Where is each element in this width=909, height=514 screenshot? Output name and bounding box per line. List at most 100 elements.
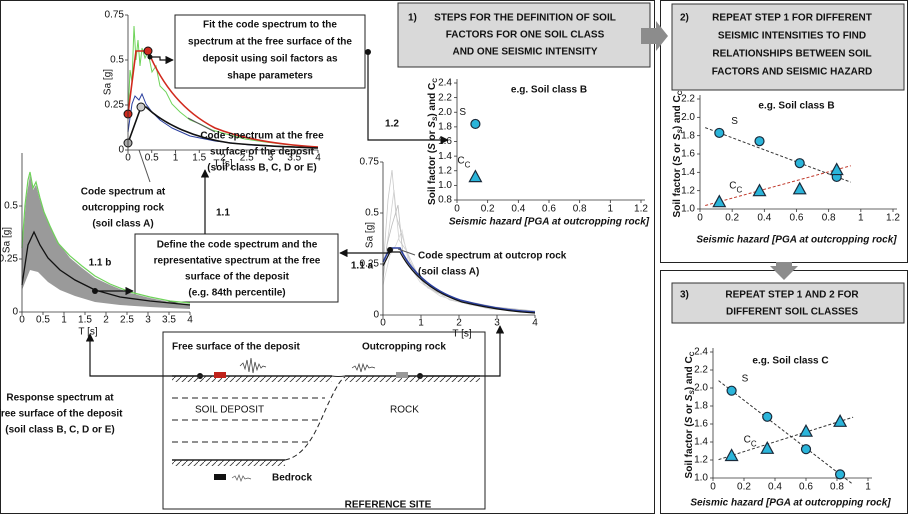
x-tick-label: 0.8 [830, 482, 844, 493]
y-tick-label: 0.75 [105, 10, 125, 21]
x-tick-label: 1 [61, 315, 67, 326]
x-tick-label: 0.6 [799, 482, 813, 493]
step-title: FACTORS FOR ONE SOIL CLASS [446, 30, 605, 41]
y-tick-label: 0.25 [360, 259, 380, 270]
x-tick-label: 4 [315, 153, 321, 164]
x-tick-label: 0.5 [145, 153, 159, 164]
series-label: S [731, 116, 738, 127]
point [836, 470, 845, 479]
x-tick-label: 3 [145, 315, 151, 326]
x-tick-label: 2.5 [240, 153, 254, 164]
y-tick-label: 1.2 [694, 455, 708, 466]
box-text: representative spectrum at the free [154, 256, 321, 267]
step-title: REPEAT STEP 1 FOR DIFFERENT [712, 13, 872, 24]
arrow-label: 1.2 [385, 119, 399, 130]
x-axis-label: Seismic hazard [PGA at outcropping rock] [449, 217, 650, 228]
series-name: S [742, 373, 749, 384]
y-tick-label: 1.4 [681, 167, 695, 178]
series-name-sub: C [737, 185, 743, 194]
box-text: (e.g. 84th percentile) [188, 288, 285, 299]
y-axis-label-part: or [427, 128, 438, 144]
y-axis-label-part: or [684, 401, 695, 417]
arrow [90, 334, 200, 376]
trend-line [719, 381, 854, 485]
arrow [150, 57, 173, 60]
trend-line [705, 128, 851, 183]
annotation: Response spectrum at [6, 393, 114, 404]
y-tick-label: 1.2 [438, 165, 452, 176]
figure: 1)STEPS FOR THE DEFINITION OF SOILFACTOR… [0, 0, 909, 514]
trend-line [705, 166, 851, 206]
y-tick-label: 2.4 [438, 78, 452, 89]
x-tick-label: 0.2 [481, 204, 495, 215]
y-tick-label: 0 [118, 145, 124, 156]
y-tick-label: 0.25 [105, 100, 125, 111]
step-number: 1) [408, 13, 417, 24]
point [831, 164, 843, 175]
step-title: REPEAT STEP 1 AND 2 FOR [725, 290, 859, 301]
connector-dot [365, 49, 371, 55]
x-tick-label: 0.8 [822, 213, 836, 224]
y-axis-label-part: or [672, 140, 683, 156]
step-title: FACTORS AND SEISMIC HAZARD [712, 67, 873, 78]
box-text: surface of the deposit [185, 272, 290, 283]
x-tick-label: 0.6 [542, 204, 556, 215]
x-tick-label: 2 [103, 315, 109, 326]
spectrum-curve [383, 170, 535, 312]
y-axis-label-part: ) and C [427, 83, 438, 117]
y-axis-label-part: C [689, 351, 696, 356]
y-tick-label: 1.6 [681, 149, 695, 160]
x-tick-label: 2 [456, 318, 462, 329]
x-axis-label: T [s] [452, 329, 471, 340]
point [795, 159, 804, 168]
series-name: S [731, 116, 738, 127]
step-title: DIFFERENT SOIL CLASSES [726, 307, 858, 318]
x-tick-label: 1 [173, 153, 179, 164]
x-tick-label: 0 [19, 315, 25, 326]
station [214, 474, 226, 480]
arrow-label: 1.1 b [89, 258, 112, 269]
page: {"steps": [ {"number": "1)", "lines": ["… [0, 0, 909, 514]
series-name: C [729, 180, 736, 191]
y-tick-label: 1.4 [438, 151, 452, 162]
y-axis-label: Soil factor (S or SS) and CC [427, 78, 440, 205]
x-tick-label: 0.2 [737, 482, 751, 493]
y-axis-label-part: Soil factor ( [427, 149, 438, 205]
x-axis-label: Seismic hazard [PGA at outcropping rock] [690, 498, 891, 509]
x-tick-label: 0 [710, 482, 716, 493]
site-label: Free surface of the deposit [172, 342, 300, 353]
y-axis-label: Soil factor (S or SS) and CC [684, 351, 697, 478]
point [715, 128, 724, 137]
x-tick-label: 0.6 [790, 213, 804, 224]
x-tick-label: 3 [268, 153, 274, 164]
y-axis-label-part: C [677, 90, 684, 95]
hatch [172, 460, 285, 466]
point [794, 183, 806, 194]
y-tick-label: 0.5 [365, 208, 379, 219]
x-tick-label: 1 [865, 482, 871, 493]
waveform [352, 364, 375, 372]
y-tick-label: 0.8 [438, 195, 452, 206]
waveform [240, 358, 266, 373]
x-tick-label: 1.2 [886, 213, 900, 224]
y-axis-label: Sa [g] [365, 222, 376, 248]
x-tick-label: 0.5 [36, 315, 50, 326]
y-tick-label: 1.2 [681, 185, 695, 196]
hatch [345, 376, 480, 382]
x-tick-label: 0.8 [573, 204, 587, 215]
x-tick-label: 3 [494, 318, 500, 329]
hatch [172, 376, 332, 382]
y-tick-label: 0 [373, 310, 379, 321]
y-axis-label-part: ) and C [672, 95, 683, 129]
y-axis-label-part: Soil factor ( [684, 423, 695, 479]
box-text: Fit the code spectrum to the [203, 20, 337, 31]
series-name: C [457, 155, 464, 166]
y-tick-label: 0.75 [360, 157, 380, 168]
site-label: Bedrock [272, 473, 312, 484]
annotation: Code spectrum at the free [200, 131, 324, 142]
x-tick-label: 0 [125, 153, 131, 164]
spectrum-point [137, 103, 145, 111]
x-tick-label: 1 [608, 204, 614, 215]
annotation: free surface of the deposit [0, 409, 123, 420]
waveform [232, 475, 251, 481]
